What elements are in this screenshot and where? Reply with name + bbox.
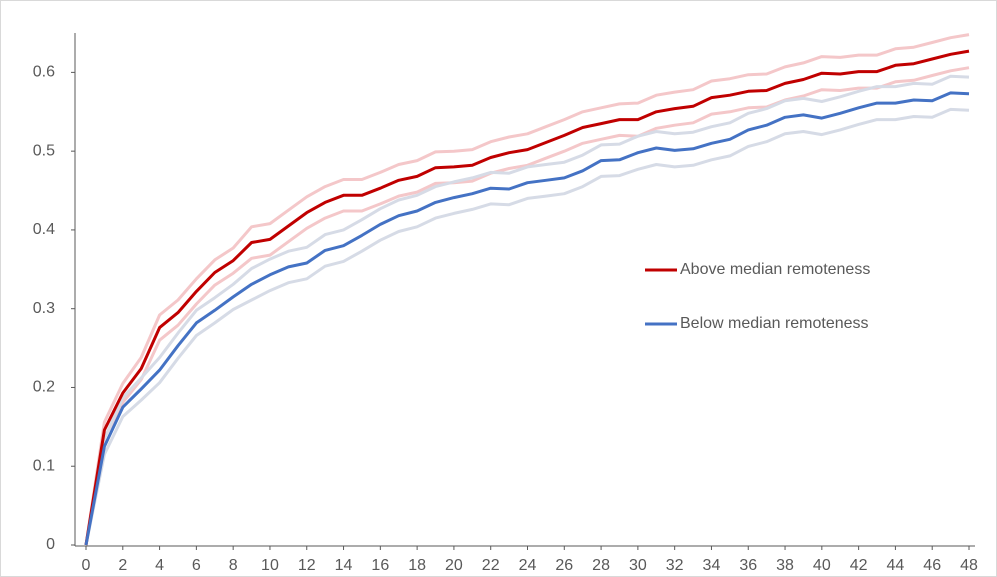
y-tick-label: 0.6: [33, 64, 55, 81]
x-tick-label: 36: [739, 557, 757, 574]
band-line: [84, 33, 970, 546]
x-tick-label: 28: [592, 557, 610, 574]
series-line: [84, 49, 970, 546]
x-tick-label: 34: [703, 557, 721, 574]
x-tick-label: 14: [335, 557, 353, 574]
x-tick-label: 10: [261, 557, 279, 574]
x-tick-label: 44: [887, 557, 905, 574]
series-line: [84, 91, 970, 546]
x-tick-label: 16: [371, 557, 389, 574]
x-tick-label: 22: [482, 557, 500, 574]
y-tick-label: 0.4: [33, 221, 55, 238]
y-tick-label: 0.3: [33, 300, 55, 317]
y-tick-label: 0.2: [33, 379, 55, 396]
band-line: [84, 74, 970, 546]
x-tick-label: 6: [192, 557, 201, 574]
x-tick-label: 26: [555, 557, 573, 574]
x-tick-label: 38: [776, 557, 794, 574]
x-tick-label: 42: [850, 557, 868, 574]
x-tick-label: 12: [298, 557, 316, 574]
x-tick-label: 18: [408, 557, 426, 574]
x-tick-label: 30: [629, 557, 647, 574]
x-tick-label: 32: [666, 557, 684, 574]
x-tick-label: 20: [445, 557, 463, 574]
band-line: [84, 107, 970, 546]
legend-label: Above median remoteness: [680, 261, 870, 278]
y-tick-label: 0.1: [33, 457, 55, 474]
band-line: [84, 66, 970, 546]
x-tick-label: 24: [519, 557, 537, 574]
y-tick-label: 0: [46, 536, 55, 553]
x-tick-label: 4: [155, 557, 164, 574]
x-tick-label: 8: [229, 557, 238, 574]
x-tick-label: 0: [82, 557, 91, 574]
x-tick-label: 48: [960, 557, 978, 574]
y-tick-label: 0.5: [33, 142, 55, 159]
x-tick-label: 46: [923, 557, 941, 574]
x-tick-label: 40: [813, 557, 831, 574]
x-tick-label: 2: [118, 557, 127, 574]
legend-label: Below median remoteness: [680, 315, 869, 332]
